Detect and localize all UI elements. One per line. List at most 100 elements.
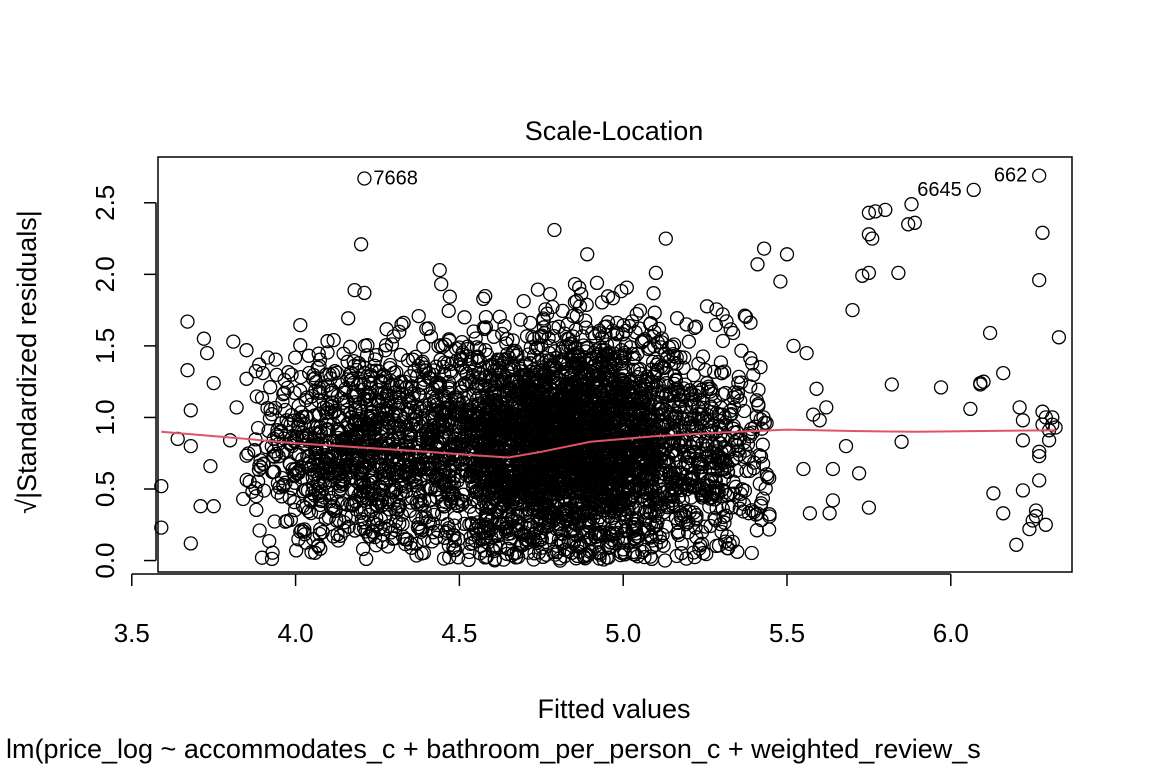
- data-point: [648, 265, 664, 281]
- data-point: [744, 545, 759, 561]
- data-point: [605, 291, 621, 306]
- data-point: [252, 523, 267, 538]
- data-point: [416, 448, 432, 463]
- data-point: [206, 499, 221, 514]
- data-point: [278, 402, 293, 418]
- data-point: [422, 461, 437, 476]
- data-point: [282, 456, 297, 471]
- data-point: [426, 525, 441, 540]
- data-point: [357, 171, 372, 186]
- data-point: [421, 321, 436, 336]
- data-point: [416, 545, 432, 561]
- data-point: [342, 460, 357, 475]
- y-tick-label: 2.5: [90, 185, 120, 221]
- data-point: [825, 493, 841, 508]
- data-point: [647, 305, 662, 320]
- data-point: [357, 502, 372, 518]
- data-point: [418, 363, 433, 378]
- data-point: [1009, 537, 1024, 552]
- data-point: [473, 538, 489, 554]
- data-point: [396, 315, 411, 331]
- data-point: [262, 533, 277, 549]
- data-point: [392, 324, 407, 339]
- data-point: [471, 401, 486, 416]
- data-point: [313, 493, 328, 508]
- data-point: [434, 506, 450, 521]
- data-point: [183, 403, 198, 418]
- data-point: [250, 420, 266, 436]
- data-point: [324, 449, 339, 464]
- x-tick-label: 3.5: [114, 618, 150, 648]
- data-point: [378, 338, 394, 353]
- data-point: [353, 505, 369, 520]
- data-point: [264, 439, 279, 454]
- data-point: [674, 546, 689, 561]
- data-point: [632, 303, 648, 318]
- data-point: [268, 352, 283, 367]
- data-point: [540, 306, 555, 321]
- data-point: [468, 331, 483, 346]
- data-point: [279, 413, 294, 428]
- data-point: [356, 460, 371, 475]
- data-point: [819, 400, 834, 415]
- data-point: [478, 309, 494, 325]
- data-point: [388, 501, 403, 517]
- data-point: [394, 441, 409, 456]
- data-point: [422, 493, 437, 508]
- data-point: [352, 359, 367, 374]
- data-point: [366, 421, 381, 436]
- data-point: [374, 534, 390, 550]
- data-point: [414, 356, 429, 371]
- data-point: [352, 411, 368, 427]
- data-point: [394, 317, 409, 332]
- data-point: [933, 380, 949, 395]
- data-point: [382, 502, 398, 517]
- data-point: [513, 312, 528, 327]
- data-point: [385, 452, 400, 467]
- data-point: [614, 283, 629, 299]
- y-axis: 0.00.51.01.52.02.5: [90, 185, 157, 579]
- y-axis-title: √|Standardized residuals|: [12, 210, 42, 514]
- data-point: [495, 326, 510, 342]
- data-point: [319, 413, 334, 428]
- data-point: [320, 345, 335, 360]
- data-point: [393, 484, 408, 500]
- data-point: [414, 411, 430, 426]
- data-point: [447, 468, 462, 483]
- data-point: [422, 516, 437, 531]
- data-point: [442, 289, 457, 304]
- data-point: [390, 499, 405, 514]
- data-point: [264, 551, 280, 567]
- data-point: [381, 518, 396, 534]
- data-point: [334, 496, 350, 511]
- data-point: [318, 456, 334, 471]
- data-point: [315, 473, 331, 488]
- data-point: [432, 262, 447, 278]
- data-point: [280, 513, 295, 529]
- data-point: [346, 353, 361, 369]
- data-point: [291, 420, 306, 435]
- data-point: [256, 456, 271, 471]
- data-point: [256, 483, 272, 498]
- data-point: [369, 511, 384, 526]
- data-point: [293, 413, 308, 428]
- data-point: [345, 451, 360, 466]
- data-point: [488, 355, 503, 371]
- data-point: [266, 464, 281, 480]
- data-point: [1032, 272, 1047, 288]
- data-point: [472, 341, 487, 357]
- data-point: [450, 491, 465, 507]
- data-point: [714, 524, 729, 540]
- data-point: [222, 433, 238, 448]
- data-point: [249, 389, 264, 404]
- data-point: [436, 497, 451, 512]
- data-point: [681, 334, 697, 349]
- data-point: [296, 524, 311, 539]
- data-point: [679, 317, 694, 332]
- outlier-label: 662: [994, 165, 1027, 187]
- data-point: [1038, 517, 1053, 532]
- y-tick-label: 0.5: [90, 471, 120, 507]
- data-point: [308, 452, 323, 467]
- data-point: [229, 400, 244, 415]
- data-point: [389, 416, 404, 431]
